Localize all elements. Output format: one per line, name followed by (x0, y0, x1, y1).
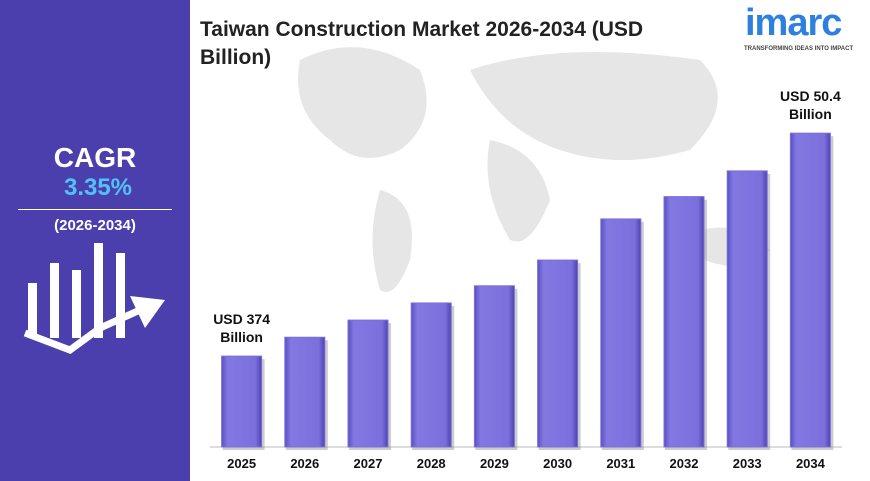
bar (600, 218, 642, 448)
x-tick-label: 2029 (480, 456, 509, 471)
x-tick-label: 2032 (670, 456, 699, 471)
growth-icon (23, 243, 165, 354)
cagr-label: CAGR (53, 142, 137, 173)
bar (537, 259, 579, 448)
logo: imarc (745, 2, 842, 44)
chart-title: Taiwan Construction Market 2026-2034 (US… (200, 18, 644, 69)
bar (284, 336, 326, 448)
bar (789, 132, 831, 448)
world-map (298, 47, 770, 292)
x-tick-label: 2025 (227, 456, 256, 471)
cagr-period: (2026-2034) (54, 217, 136, 234)
x-tick-label: 2027 (354, 456, 383, 471)
bar (347, 319, 389, 448)
x-tick-label: 2028 (417, 456, 446, 471)
logo-tagline: TRANSFORMING IDEAS INTO IMPACT (744, 46, 854, 52)
bar (663, 196, 705, 448)
bar (410, 302, 452, 448)
annotation: USD 374 Billion (213, 311, 270, 346)
x-tick-label: 2026 (290, 456, 319, 471)
sidebar: CAGR 3.35% (2026-2034) (0, 0, 190, 481)
x-tick-label: 2031 (606, 456, 635, 471)
x-tick-label: 2030 (543, 456, 572, 471)
bar (473, 285, 515, 448)
bar (221, 355, 263, 448)
x-tick-label: 2033 (733, 456, 762, 471)
cagr-rate: 3.35% (63, 174, 133, 201)
x-tick-label: 2034 (796, 456, 826, 471)
bar (726, 170, 768, 448)
annotation: USD 50.4 Billion (780, 88, 841, 123)
divider (18, 209, 172, 210)
